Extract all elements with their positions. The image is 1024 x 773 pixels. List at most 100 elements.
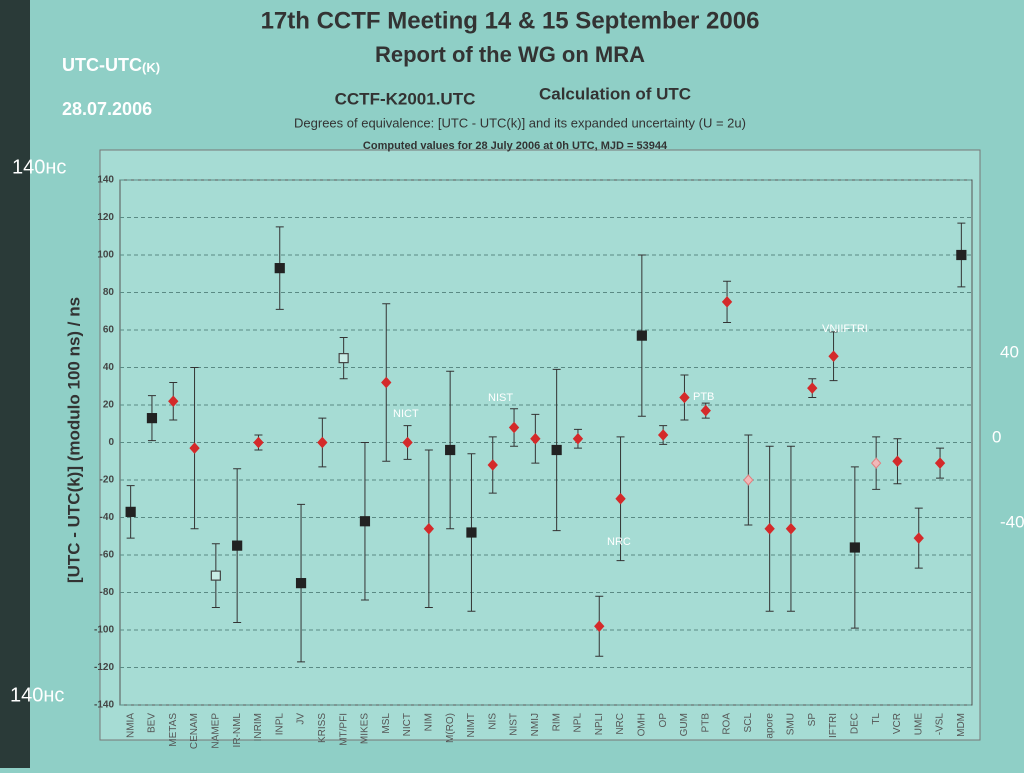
y-tick-label: 40 (103, 362, 115, 373)
marker (338, 353, 349, 364)
annotation: VNIIFTRI (822, 323, 868, 335)
overlay-right-label: 40 (1000, 342, 1019, 361)
x-tick-label: INRIM (253, 713, 264, 741)
y-tick-label: 80 (103, 287, 115, 298)
x-tick-label: IR-NML (232, 713, 243, 748)
x-tick-label: NRC (615, 713, 626, 735)
overlay-date: 28.07.2006 (62, 99, 152, 119)
x-tick-label: INPL (274, 713, 285, 736)
y-tick-label: -80 (100, 587, 115, 598)
x-tick-label: M(RO) (445, 713, 456, 743)
description: Degrees of equivalence: [UTC - UTC(k)] a… (294, 115, 746, 130)
overlay-bottom-scale: 140нс (10, 684, 64, 706)
y-tick-label: -60 (100, 550, 115, 561)
marker (572, 433, 584, 445)
y-tick-label: -20 (100, 475, 115, 486)
marker (359, 516, 371, 527)
annotation: NICT (393, 408, 419, 420)
marker (253, 436, 264, 449)
x-tick-label: PTB (700, 713, 711, 733)
x-tick-label: BEV (147, 713, 158, 733)
marker (764, 523, 775, 535)
x-tick-label: NPLI (594, 713, 605, 735)
marker (445, 444, 456, 456)
y-tick-label: 120 (97, 212, 114, 223)
overlay-label: UTC-UTC(K) (62, 55, 160, 76)
x-tick-label: KRISS (317, 713, 328, 743)
x-tick-label: RIM (551, 713, 562, 731)
marker (551, 444, 562, 456)
screen-edge (0, 0, 30, 768)
overlay-label-main: UTC-UTC (62, 55, 142, 75)
marker (849, 542, 860, 553)
y-tick-label: -140 (94, 700, 114, 711)
x-tick-label: UME (913, 713, 924, 736)
x-tick-label: IFTRI (828, 713, 839, 738)
heading-right: Calculation of UTC (539, 84, 691, 103)
annotation: PTB (693, 391, 714, 403)
x-tick-label: NIS (487, 713, 498, 730)
x-tick-label: NIMT (466, 713, 477, 737)
marker (487, 459, 498, 471)
x-tick-label: OP (658, 713, 669, 728)
marker (317, 436, 328, 449)
x-tick-label: JV (296, 713, 307, 725)
x-tick-label: ROA (722, 713, 733, 735)
marker (743, 474, 754, 486)
marker (785, 523, 797, 535)
y-tick-label: -100 (94, 625, 114, 636)
marker (274, 263, 285, 274)
x-tick-label: MSL (381, 713, 392, 734)
marker (381, 376, 392, 389)
x-tick-label: NMIA (125, 713, 136, 738)
note: Computed values for 28 July 2006 at 0h U… (363, 140, 668, 152)
y-axis-label: [UTC - UTC(k)] (modulo 100 ns) / ns (64, 297, 83, 583)
y-tick-label: 60 (103, 325, 115, 336)
marker (168, 395, 179, 407)
x-tick-label: GUM (679, 713, 690, 736)
x-tick-label: apore (764, 713, 775, 739)
marker (232, 540, 243, 551)
marker (466, 527, 477, 538)
y-tick-label: 140 (97, 175, 114, 186)
marker (210, 570, 221, 581)
marker (594, 620, 605, 632)
y-tick-label: -120 (94, 662, 114, 673)
x-tick-label: NICT (402, 713, 413, 736)
x-tick-label: NMIJ (530, 713, 541, 736)
marker (870, 457, 882, 469)
marker (956, 249, 967, 261)
x-tick-label: -VSL (935, 713, 946, 736)
marker (679, 391, 690, 404)
marker (700, 404, 711, 417)
marker (508, 421, 520, 434)
marker (636, 330, 647, 341)
x-tick-label: MDM (956, 713, 967, 737)
overlay-top-scale: 140нс (12, 156, 66, 178)
title: 17th CCTF Meeting 14 & 15 September 2006 (261, 7, 760, 34)
x-tick-label: SP (807, 713, 818, 727)
marker (125, 506, 136, 517)
x-tick-label: DEC (849, 713, 860, 734)
x-tick-label: SCL (743, 713, 754, 733)
overlay-right-label: 0 (992, 427, 1001, 446)
overlay-label-sub: (K) (142, 60, 160, 75)
marker (189, 442, 200, 454)
y-tick-label: 0 (108, 437, 114, 448)
marker (721, 296, 733, 308)
marker (934, 457, 946, 469)
annotation: NIST (488, 392, 513, 404)
x-tick-label: MT/PFI (338, 713, 349, 746)
x-tick-label: VCR (892, 713, 903, 734)
overlay-right-label: -40 (1000, 512, 1024, 531)
marker (657, 429, 669, 441)
y-tick-label: -40 (100, 512, 115, 523)
marker (807, 382, 818, 394)
marker (892, 455, 903, 467)
heading-left: CCTF-K2001.UTC (335, 89, 476, 108)
x-tick-label: OMH (636, 713, 647, 736)
annotation: NRC (607, 536, 631, 548)
x-tick-label: NIM (423, 713, 434, 731)
y-tick-label: 20 (103, 400, 115, 411)
